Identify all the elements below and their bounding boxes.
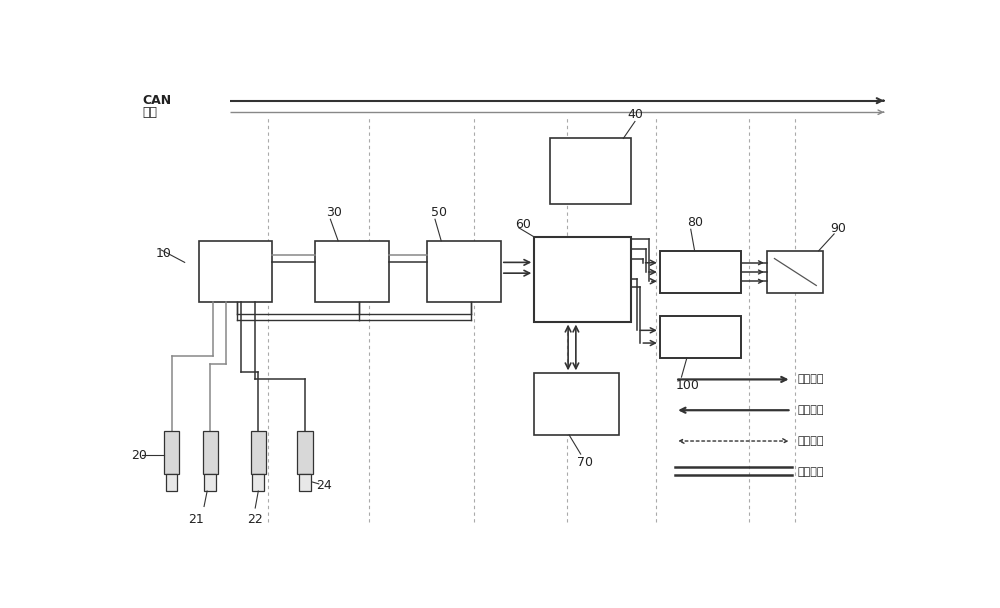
Bar	[315, 241, 388, 302]
Bar	[204, 474, 216, 491]
Bar	[199, 241, 272, 302]
Text: 50: 50	[431, 206, 447, 219]
Bar	[767, 251, 822, 293]
Bar	[660, 251, 741, 293]
Text: 通讯: 通讯	[142, 106, 157, 119]
Text: 21: 21	[189, 513, 204, 526]
Text: 30: 30	[326, 206, 342, 219]
Bar	[660, 316, 741, 358]
Bar	[299, 474, 311, 491]
Text: 高压线束: 高压线束	[798, 375, 824, 384]
Text: 60: 60	[515, 218, 531, 231]
Text: 70: 70	[577, 457, 593, 469]
Bar	[534, 373, 619, 435]
Text: 10: 10	[156, 247, 172, 260]
Bar	[202, 431, 218, 474]
Bar	[427, 241, 501, 302]
Text: 20: 20	[131, 449, 147, 461]
Bar	[297, 431, 313, 474]
Text: 通讯线束: 通讯线束	[798, 436, 824, 446]
Bar	[550, 139, 631, 204]
Bar	[166, 474, 177, 491]
Text: 硬线信号: 硬线信号	[798, 467, 824, 477]
Text: 40: 40	[627, 108, 643, 122]
Bar	[252, 474, 264, 491]
Bar	[534, 237, 631, 322]
Text: 24: 24	[316, 478, 332, 491]
Bar	[164, 431, 179, 474]
Text: 90: 90	[830, 223, 846, 235]
Text: 高压线束: 高压线束	[798, 405, 824, 415]
Bar	[251, 431, 266, 474]
Text: 80: 80	[687, 216, 703, 229]
Text: CAN: CAN	[142, 94, 171, 107]
Text: 22: 22	[247, 513, 262, 526]
Text: 100: 100	[675, 379, 699, 392]
